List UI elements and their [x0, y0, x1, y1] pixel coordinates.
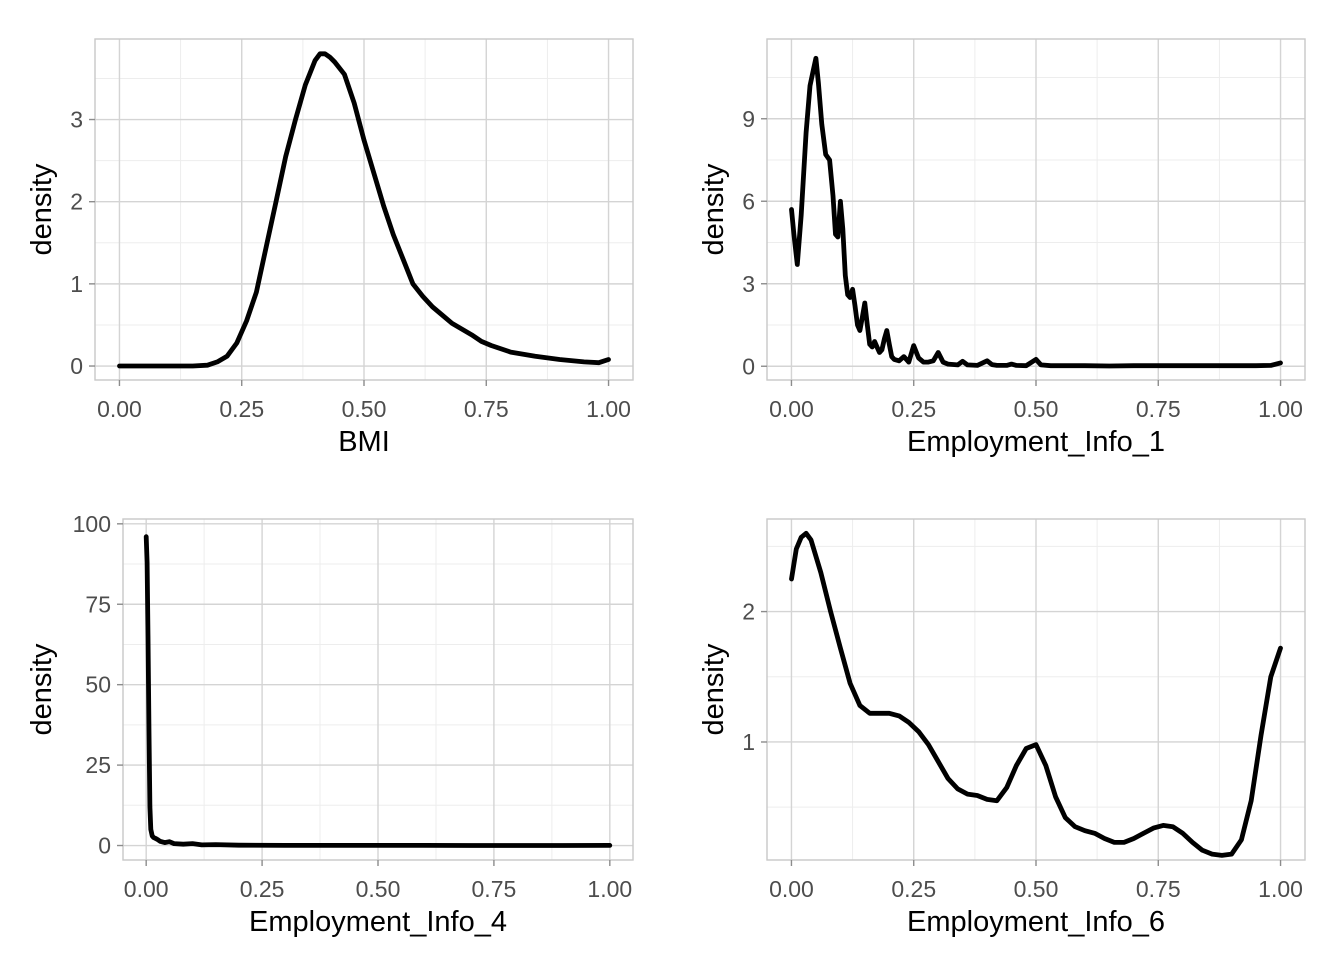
x-tick-label: 0.50	[342, 396, 387, 422]
y-axis-title: density	[698, 163, 730, 255]
density-curve	[789, 55, 1283, 369]
x-tick-label: 1.00	[1258, 876, 1303, 902]
y-tick-label: 1	[742, 729, 755, 755]
x-tick-label: 0.00	[769, 876, 814, 902]
y-tick-label: 3	[70, 107, 83, 133]
x-tick-label: 0.25	[219, 396, 264, 422]
density-panel-3: 0.00 0.25 0.50 0.75 1.00 0 25 50 75 100 Employment…	[26, 511, 634, 938]
y-tick-label: 2	[70, 189, 83, 215]
x-axis-title: BMI	[338, 426, 390, 458]
x-axis-title: Employment_Info_4	[249, 906, 507, 938]
x-tick-label: 0.25	[240, 876, 285, 902]
x-axis-title: Employment_Info_1	[907, 426, 1165, 458]
y-tick-label: 9	[742, 106, 755, 132]
y-tick-label: 25	[85, 752, 111, 778]
y-axis-title: density	[26, 163, 58, 255]
y-tick-label: 2	[742, 599, 755, 625]
x-tick-label: 0.50	[356, 876, 401, 902]
x-tick-label: 0.00	[769, 396, 814, 422]
y-tick-label: 75	[85, 591, 111, 617]
x-tick-label: 0.75	[472, 876, 517, 902]
density-curve	[117, 51, 611, 369]
density-panel-2: 0.00 0.25 0.50 0.75 1.00 0 3 6 9 Employment_Info_…	[698, 38, 1306, 458]
y-tick-label: 6	[742, 188, 755, 214]
y-tick-label: 0	[742, 353, 755, 379]
x-tick-label: 0.00	[97, 396, 142, 422]
y-tick-label: 100	[73, 511, 111, 537]
density-panel-4: 0.00 0.25 0.50 0.75 1.00 1 2 Employment_Info_6 d…	[698, 518, 1306, 938]
density-curve	[143, 534, 613, 848]
y-tick-label: 1	[70, 271, 83, 297]
y-tick-label: 3	[742, 271, 755, 297]
x-tick-label: 0.75	[1136, 876, 1181, 902]
x-tick-label: 0.75	[464, 396, 509, 422]
x-tick-label: 0.50	[1014, 396, 1059, 422]
x-tick-label: 0.25	[891, 876, 936, 902]
x-tick-label: 1.00	[587, 876, 632, 902]
x-tick-label: 0.00	[124, 876, 169, 902]
x-tick-label: 0.75	[1136, 396, 1181, 422]
x-tick-label: 0.50	[1014, 876, 1059, 902]
y-tick-label: 50	[85, 672, 111, 698]
x-tick-label: 0.25	[891, 396, 936, 422]
x-tick-label: 1.00	[586, 396, 631, 422]
x-tick-label: 1.00	[1258, 396, 1303, 422]
y-tick-label: 0	[70, 353, 83, 379]
y-tick-label: 0	[98, 833, 111, 859]
density-panel-1: 0.00 0.25 0.50 0.75 1.00 0 1 2 3 BMI density	[26, 38, 634, 458]
y-axis-title: density	[26, 643, 58, 735]
density-curve	[789, 530, 1283, 858]
y-axis-title: density	[698, 643, 730, 735]
x-axis-title: Employment_Info_6	[907, 906, 1165, 938]
